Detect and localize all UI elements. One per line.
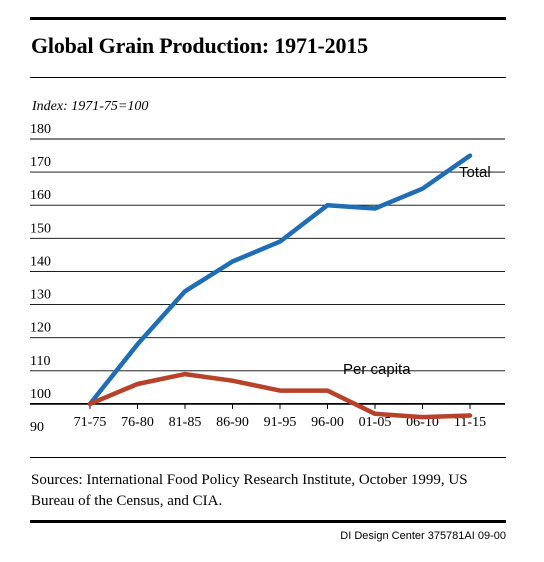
x-tick-label: 86-90 — [216, 415, 249, 430]
x-tick-label: 96-00 — [311, 415, 344, 430]
series-label-per-capita: Per capita — [343, 361, 411, 378]
y-tick-label: 110 — [30, 354, 50, 369]
top-rule — [30, 17, 506, 20]
title-rule — [30, 77, 506, 78]
series-line-per-capita — [87, 371, 473, 420]
y-tick-label: 160 — [30, 188, 51, 203]
credit-line: DI Design Center 375781AI 09-00 — [340, 530, 506, 542]
x-tick-label: 76-80 — [121, 415, 154, 430]
y-tick-label: 100 — [30, 387, 51, 402]
x-tick-label: 81-85 — [169, 415, 202, 430]
y-tick-label: 170 — [30, 155, 51, 170]
y-axis-ticks: 180 170 160 150 140 130 120 110 100 90 — [30, 122, 51, 435]
y-tick-label: 140 — [30, 254, 51, 269]
y-tick-label: 120 — [30, 321, 51, 336]
series-labels: Total Per capita — [343, 164, 491, 378]
x-tick-label: 01-05 — [359, 415, 392, 430]
grid-lines — [30, 138, 505, 405]
series-label-total: Total — [459, 164, 491, 181]
series-lines — [87, 153, 473, 420]
chart-bottom-rule — [30, 457, 506, 458]
series-line-total — [87, 153, 473, 407]
index-note: Index: 1971-75=100 — [32, 99, 149, 114]
y-tick-label: 150 — [30, 221, 51, 236]
footer-rule — [30, 520, 506, 523]
y-tick-label: 180 — [30, 122, 51, 137]
y-tick-label: 90 — [30, 420, 44, 435]
x-tick-label: 71-75 — [74, 415, 107, 430]
x-axis-ticks: 71-75 76-80 81-85 86-90 91-95 96-00 01-05 06-10… — [74, 403, 486, 430]
y-tick-label: 130 — [30, 288, 51, 303]
x-tick-label: 11-15 — [454, 415, 486, 430]
chart-title: Global Grain Production: 1971-2015 — [31, 33, 368, 58]
sources-note: Sources: International Food Policy Resea… — [31, 472, 468, 509]
x-tick-label: 91-95 — [264, 415, 297, 430]
